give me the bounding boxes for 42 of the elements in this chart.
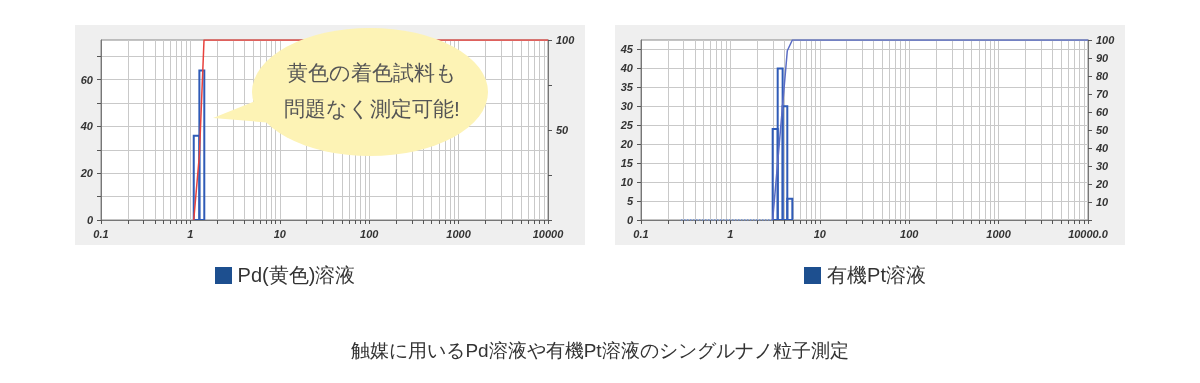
y-tick-label: 40 <box>79 120 94 133</box>
y2-tick-label: 100 <box>556 34 576 46</box>
y-tick-label: 45 <box>619 43 634 56</box>
y2-tick-label: 80 <box>1096 70 1110 82</box>
y-tick-label: 0 <box>86 214 94 226</box>
y-tick-label: 40 <box>619 62 634 75</box>
y-tick-label: 30 <box>620 100 634 113</box>
x-tick-label: 10000.0 <box>1068 227 1109 240</box>
y-tick-label: 25 <box>619 119 634 132</box>
x-tick-label: 1 <box>727 227 734 240</box>
x-axis-title: Pd(黄色)溶液 <box>237 263 356 288</box>
x-tick-label: 100 <box>900 227 920 240</box>
x-tick-label: 0.1 <box>93 227 109 240</box>
y2-tick-label: 10 <box>1096 196 1110 208</box>
x-tick-label: 10000 <box>532 227 565 240</box>
y2-tick-label: 40 <box>1095 142 1110 154</box>
x-tick-label: 1000 <box>446 227 472 240</box>
y2-tick-label: 90 <box>1096 52 1110 64</box>
x-tick-label: 100 <box>360 227 380 240</box>
y-tick-label: 60 <box>80 73 94 86</box>
annotation: 黄色の着色試料も問題なく測定可能! <box>283 60 461 122</box>
x-tick-label: 1 <box>187 227 194 240</box>
y2-tick-label: 30 <box>1096 160 1110 172</box>
y-tick-label: 20 <box>79 167 94 180</box>
y2-tick-label: 70 <box>1096 88 1110 100</box>
text: 触媒に用いるPd溶液や有機Pt溶液のシングルナノ粒子測定 <box>350 339 850 363</box>
y-tick-label: 35 <box>620 81 634 94</box>
y2-tick-label: 20 <box>1095 178 1110 190</box>
y2-tick-label: 100 <box>1096 34 1116 46</box>
x-tick-label: 0.1 <box>633 227 649 240</box>
y-tick-label: 15 <box>620 157 634 170</box>
y-tick-label: 10 <box>620 176 634 189</box>
y2-tick-label: 50 <box>1096 124 1110 136</box>
y2-tick-label: 50 <box>556 124 570 136</box>
y-tick-label: 5 <box>626 195 634 208</box>
y-tick-label: 0 <box>626 214 634 226</box>
x-tick-label: 1000 <box>986 227 1012 240</box>
y-tick-label: 20 <box>619 138 634 151</box>
x-axis-title: 有機Pt溶液 <box>827 263 926 288</box>
x-tick-label: 10 <box>813 227 827 240</box>
y2-tick-label: 60 <box>1096 106 1110 118</box>
x-tick-label: 10 <box>273 227 287 240</box>
